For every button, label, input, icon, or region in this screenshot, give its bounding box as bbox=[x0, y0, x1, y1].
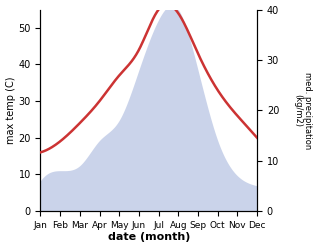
Y-axis label: max temp (C): max temp (C) bbox=[5, 76, 16, 144]
Y-axis label: med. precipitation
(kg/m2): med. precipitation (kg/m2) bbox=[293, 72, 313, 149]
X-axis label: date (month): date (month) bbox=[107, 232, 190, 243]
